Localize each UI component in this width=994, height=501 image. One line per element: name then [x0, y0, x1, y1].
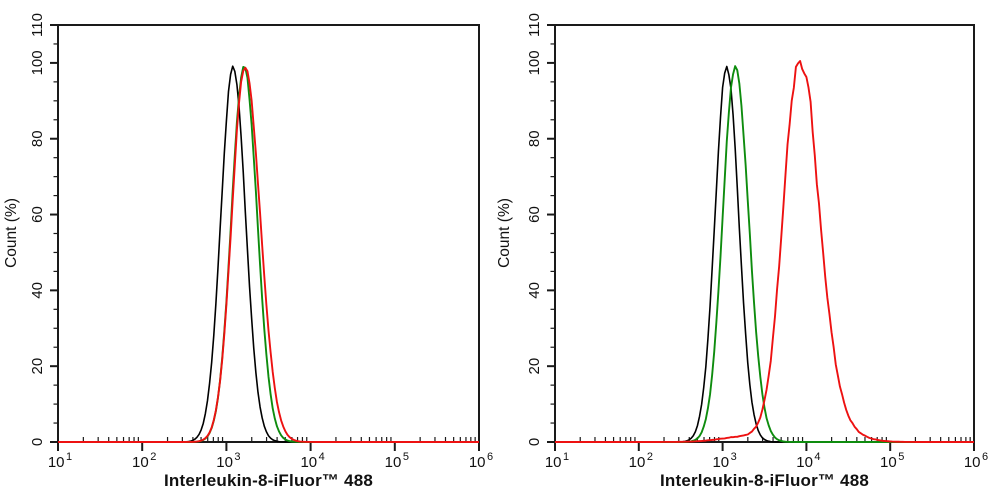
- x-tick-label: 10 2: [132, 451, 156, 471]
- x-tick-label: 10 6: [469, 451, 493, 471]
- y-tick-label: 80: [29, 130, 46, 147]
- histogram-green-curve: [555, 65, 974, 443]
- y-tick-label: 60: [29, 206, 46, 223]
- y-tick-label: 100: [29, 50, 46, 75]
- plot-box: [554, 24, 975, 443]
- y-tick-label: 100: [526, 50, 543, 75]
- histogram-red-curve: [58, 66, 479, 443]
- y-tick-label: 0: [29, 438, 46, 446]
- y-tick-label: 40: [526, 282, 543, 299]
- x-axis-title-left: Interleukin-8-iFluor™ 488: [163, 471, 374, 490]
- y-tick-label: 60: [526, 206, 543, 223]
- histogram-black-curve: [58, 65, 479, 443]
- y-axis-title-right: Count (%): [496, 198, 513, 268]
- x-tick-label: 10 5: [385, 451, 409, 471]
- x-tick-label: 10 6: [964, 451, 988, 471]
- x-axis-title-right: Interleukin-8-iFluor™ 488: [659, 471, 870, 490]
- x-tick-label: 10 1: [545, 451, 569, 471]
- y-tick-label: 110: [526, 13, 543, 37]
- x-tick-label: 10 1: [48, 451, 72, 471]
- y-tick-label: 80: [526, 130, 543, 147]
- histogram-red-curve: [555, 60, 974, 443]
- y-tick-label: 20: [526, 358, 543, 375]
- y-tick-label: 0: [526, 438, 543, 446]
- histogram-green-curve: [58, 65, 479, 443]
- y-axis-title-left: Count (%): [3, 198, 20, 268]
- x-tick-label: 10 5: [880, 451, 904, 471]
- y-tick-label: 20: [29, 358, 46, 375]
- x-tick-label: 10 3: [216, 451, 240, 471]
- y-tick-label: 110: [29, 13, 46, 37]
- x-tick-label: 10 3: [712, 451, 736, 471]
- x-tick-label: 10 4: [300, 451, 324, 471]
- x-tick-label: 10 4: [796, 451, 820, 471]
- plot-box: [57, 24, 480, 443]
- histogram-black-curve: [555, 65, 974, 443]
- x-tick-label: 10 2: [629, 451, 653, 471]
- y-tick-label: 40: [29, 282, 46, 299]
